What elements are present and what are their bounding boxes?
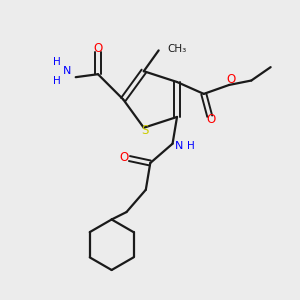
Text: CH₃: CH₃ <box>168 44 187 54</box>
Text: H: H <box>53 57 61 67</box>
Text: S: S <box>142 124 149 136</box>
Text: O: O <box>226 73 235 86</box>
Text: O: O <box>207 113 216 126</box>
Text: N: N <box>63 66 72 76</box>
Text: H: H <box>187 141 194 151</box>
Text: O: O <box>119 151 129 164</box>
Text: H: H <box>53 76 61 86</box>
Text: N: N <box>175 141 183 151</box>
Text: O: O <box>93 42 103 56</box>
